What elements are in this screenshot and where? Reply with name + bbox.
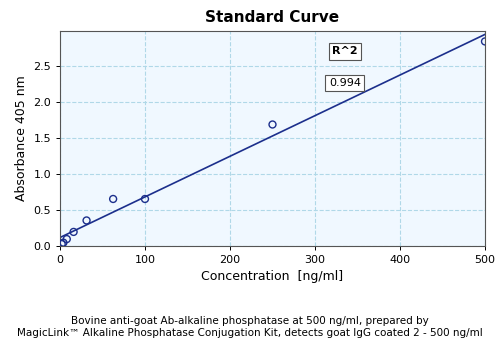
- X-axis label: Concentration  [ng/ml]: Concentration [ng/ml]: [202, 270, 344, 283]
- Point: [141, 196, 149, 202]
- Point: [63, 236, 71, 242]
- Point: [82, 218, 90, 223]
- Text: Bovine anti-goat Ab-alkaline phosphatase at 500 ng/ml, prepared by
MagicLink™ Al: Bovine anti-goat Ab-alkaline phosphatase…: [17, 316, 483, 338]
- Title: Standard Curve: Standard Curve: [206, 10, 340, 25]
- Point: [60, 240, 68, 246]
- Point: [70, 229, 78, 235]
- Text: R^2: R^2: [332, 46, 357, 57]
- Point: [58, 241, 66, 247]
- Point: [109, 196, 117, 202]
- Point: [268, 122, 276, 127]
- Text: 0.994: 0.994: [329, 78, 361, 88]
- Point: [481, 39, 489, 44]
- Y-axis label: Absorbance 405 nm: Absorbance 405 nm: [14, 75, 28, 201]
